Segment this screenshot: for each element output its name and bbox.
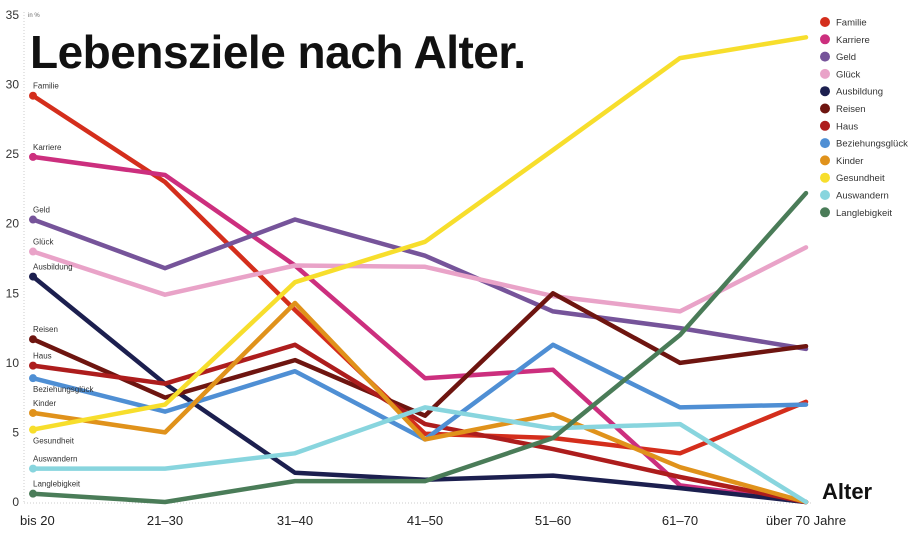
y-tick-label: 15 [6,286,20,300]
legend-label: Ausbildung [836,87,883,98]
legend-label: Kinder [836,156,863,167]
series-start-point [29,247,37,256]
series-label: Langlebigkeit [33,480,81,489]
series-start-point [29,272,37,281]
series-start-point [29,152,37,161]
series-start-point [29,425,37,434]
y-tick-label: 25 [6,147,20,161]
legend-marker [820,120,830,131]
series-label: Kinder [33,399,56,408]
x-tick-label: 41–50 [407,513,443,528]
legend-marker [820,155,830,166]
legend-marker [820,103,830,114]
x-tick-label: 21–30 [147,513,183,528]
series-start-point [29,489,37,498]
legend-marker [820,172,830,183]
x-tick-label: bis 20 [20,513,55,528]
series-label: Glück [33,238,54,247]
x-tick-label: 61–70 [662,513,698,528]
legend-marker [820,207,830,218]
series-line-kinder [30,300,809,505]
series-label: Gesundheit [33,437,75,446]
series-line-haus [30,342,809,505]
series-start-point [29,374,37,383]
series-label: Auswandern [33,455,77,464]
legend-label: Glück [836,69,861,80]
series-line-familie [30,93,809,456]
x-tick-label: über 70 Jahre [766,513,846,528]
legend-label: Auswandern [836,191,889,202]
y-tick-label: 10 [6,356,20,370]
series-line-geld [30,217,809,352]
chart-title: Lebensziele nach Alter. [30,26,526,78]
legend-label: Gesundheit [836,173,885,184]
x-tick-label: 51–60 [535,513,571,528]
series-line-reisen [30,291,809,418]
series-label: Geld [33,206,50,215]
legend-label: Familie [836,18,867,29]
y-tick-label: 35 [6,8,20,22]
legend-label: Karriere [836,35,870,46]
series-start-point [29,91,37,100]
series-start-point [29,335,37,344]
series-start-point [29,408,37,417]
series-line-karriere [30,154,809,505]
series-start-point [29,361,37,370]
y-axis-unit: in % [28,13,40,19]
series-label: Karriere [33,143,62,152]
legend-label: Beziehungsglück [836,139,908,150]
legend-marker [820,34,830,45]
series-line-gesundheit [30,35,809,432]
series-label: Haus [33,352,52,361]
legend-label: Reisen [836,104,866,115]
legend-label: Haus [836,121,858,132]
series-start-point [29,215,37,224]
y-tick-label: 5 [12,425,19,439]
legend-label: Geld [836,52,856,63]
legend-marker [820,86,830,97]
legend-marker [820,190,830,200]
legend-marker [820,138,830,149]
series-label: Familie [33,82,59,91]
y-tick-label: 30 [6,78,20,92]
y-tick-label: 20 [6,217,20,231]
series-line-auswandern [30,405,809,505]
legend-label: Langlebigkeit [836,208,892,219]
legend-marker [820,68,830,79]
x-tick-label: 31–40 [277,513,313,528]
x-axis-title: Alter [822,479,873,504]
legend-marker [820,17,830,27]
legend-marker [820,51,830,62]
series-start-point [29,464,37,473]
series-label: Reisen [33,325,58,334]
series-label: Beziehungsglück [33,385,94,394]
series-label: Ausbildung [33,263,73,272]
series-line-glück [30,245,809,314]
y-tick-label: 0 [12,495,19,509]
series-line-langlebigkeit [30,190,809,505]
